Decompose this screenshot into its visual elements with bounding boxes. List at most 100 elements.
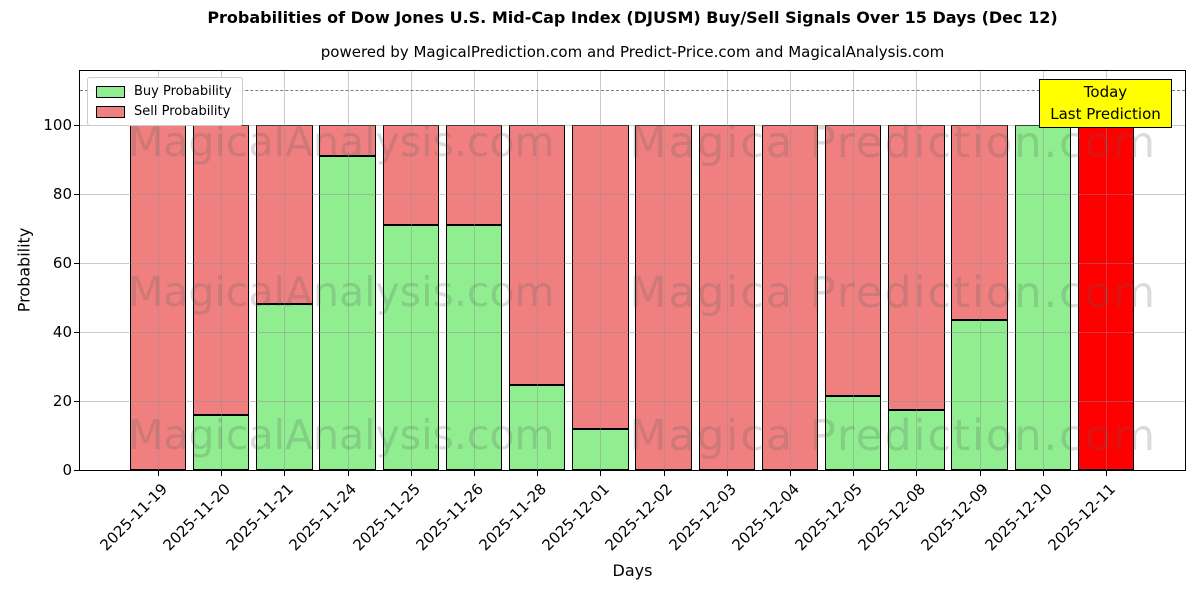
- gridline-vertical: [1106, 71, 1107, 470]
- legend-label: Buy Probability: [134, 84, 232, 99]
- bar-buy-segment: [888, 409, 945, 470]
- x-tick-mark: [221, 471, 223, 476]
- today-annotation-line2: Last Prediction: [1050, 105, 1161, 123]
- bar-sell-segment: [951, 124, 1008, 320]
- bar-sell-segment: [129, 124, 187, 470]
- bar-sell-segment: [382, 124, 440, 226]
- x-tick-mark: [1106, 471, 1107, 476]
- legend-item-sell: Sell Probability: [96, 104, 232, 119]
- x-tick-label-text: 2025-12-11: [1044, 480, 1119, 555]
- x-tick-mark: [474, 471, 475, 476]
- gridline-vertical: [1042, 71, 1044, 470]
- gridline-vertical: [158, 71, 159, 470]
- x-tick-mark: [790, 471, 791, 476]
- bar-sell-segment: [698, 124, 756, 470]
- gridline-vertical: [853, 71, 855, 470]
- y-tick-mark: [74, 470, 80, 471]
- x-axis-title: Days: [612, 561, 653, 580]
- x-tick-label-text: 2025-12-03: [665, 480, 740, 555]
- legend-swatch: [96, 105, 125, 118]
- x-tick-label-text: 2025-12-05: [791, 480, 866, 555]
- y-tick-mark: [74, 124, 80, 126]
- gridline-horizontal: [80, 124, 1185, 126]
- x-tick-mark: [979, 471, 981, 476]
- gridline-vertical: [726, 71, 728, 470]
- gridline-horizontal: [80, 193, 1185, 195]
- x-tick-mark: [726, 471, 728, 476]
- x-tick-label-text: 2025-12-10: [981, 480, 1056, 555]
- x-tick-label-text: 2025-11-26: [412, 480, 487, 555]
- x-tick-mark: [410, 471, 412, 476]
- gridline-vertical: [600, 71, 602, 470]
- x-tick-mark: [663, 471, 665, 476]
- bar-sell-segment: [508, 124, 566, 386]
- chart-subtitle: powered by MagicalPrediction.com and Pre…: [320, 43, 945, 61]
- legend-label: Sell Probability: [134, 104, 231, 119]
- bar-sell-segment: [192, 124, 250, 415]
- y-tick-label: 40: [52, 322, 72, 341]
- bar-buy-segment: [1014, 124, 1072, 470]
- bar-sell-segment: [1077, 124, 1135, 470]
- x-tick-label-text: 2025-12-01: [538, 480, 614, 555]
- bar-sell-segment: [572, 124, 629, 429]
- bar-sell-segment: [824, 124, 882, 396]
- bar-buy-segment: [319, 156, 376, 470]
- y-tick-label: 0: [62, 461, 72, 479]
- gridline-vertical: [916, 71, 918, 470]
- gridline-vertical: [221, 71, 223, 470]
- x-tick-mark: [158, 471, 159, 476]
- x-tick-mark: [347, 471, 349, 476]
- gridline-vertical: [790, 71, 791, 470]
- bar-buy-segment: [445, 225, 503, 470]
- x-tick-label-text: 2025-12-08: [854, 480, 930, 555]
- x-tick-mark: [853, 471, 855, 476]
- legend-item-buy: Buy Probability: [96, 84, 232, 99]
- bar-buy-segment: [256, 304, 313, 470]
- x-tick-label-text: 2025-12-04: [728, 480, 803, 555]
- bar-sell-segment: [256, 124, 313, 305]
- today-annotation-line1: Today: [1083, 83, 1128, 101]
- gridline-vertical: [284, 71, 286, 470]
- y-tick-label: 20: [52, 391, 72, 410]
- bar-buy-segment: [572, 428, 629, 470]
- x-tick-label-text: 2025-11-24: [285, 480, 361, 555]
- bar-sell-segment: [761, 124, 819, 470]
- bar-buy-segment: [951, 319, 1008, 470]
- y-tick-label: 60: [52, 253, 72, 272]
- x-tick-label-text: 2025-11-28: [475, 480, 550, 555]
- y-tick-mark: [74, 193, 80, 195]
- gridline-vertical: [663, 71, 665, 470]
- legend: Buy Probability Sell Probability: [87, 77, 243, 126]
- gridline-horizontal: [80, 331, 1185, 333]
- x-tick-label-text: 2025-12-09: [917, 480, 993, 555]
- x-tick-label-text: 2025-11-19: [96, 480, 171, 555]
- gridline-vertical: [410, 71, 412, 470]
- y-tick-label: 80: [52, 184, 72, 203]
- x-tick-mark: [600, 471, 602, 476]
- x-tick-label-text: 2025-11-21: [222, 480, 298, 555]
- bar-sell-segment: [888, 124, 945, 410]
- x-tick-label-text: 2025-12-02: [601, 480, 677, 555]
- chart-title: Probabilities of Dow Jones U.S. Mid-Cap …: [207, 8, 1058, 27]
- bar-buy-segment: [382, 225, 440, 470]
- bar-sell-segment: [445, 124, 503, 226]
- gridline-vertical: [979, 71, 981, 470]
- gridline-vertical: [347, 71, 349, 470]
- dashed-upper-line: [80, 90, 1185, 92]
- bar-buy-segment: [508, 385, 566, 470]
- bar-buy-segment: [824, 395, 882, 470]
- x-tick-mark: [916, 471, 918, 476]
- x-tick-label-text: 2025-11-20: [159, 480, 234, 555]
- today-annotation: Today Last Prediction: [1039, 79, 1172, 128]
- legend-swatch: [96, 85, 125, 98]
- gridline-horizontal: [80, 400, 1185, 402]
- bar-buy-segment: [192, 414, 250, 470]
- bar-sell-segment: [319, 124, 376, 157]
- gridline-horizontal: [80, 262, 1185, 264]
- bar-sell-segment: [635, 124, 692, 470]
- plot-area: Buy Probability Sell Probability Today L…: [79, 70, 1186, 471]
- x-tick-mark: [537, 471, 539, 476]
- x-tick-mark: [284, 471, 286, 476]
- y-tick-mark: [74, 331, 80, 333]
